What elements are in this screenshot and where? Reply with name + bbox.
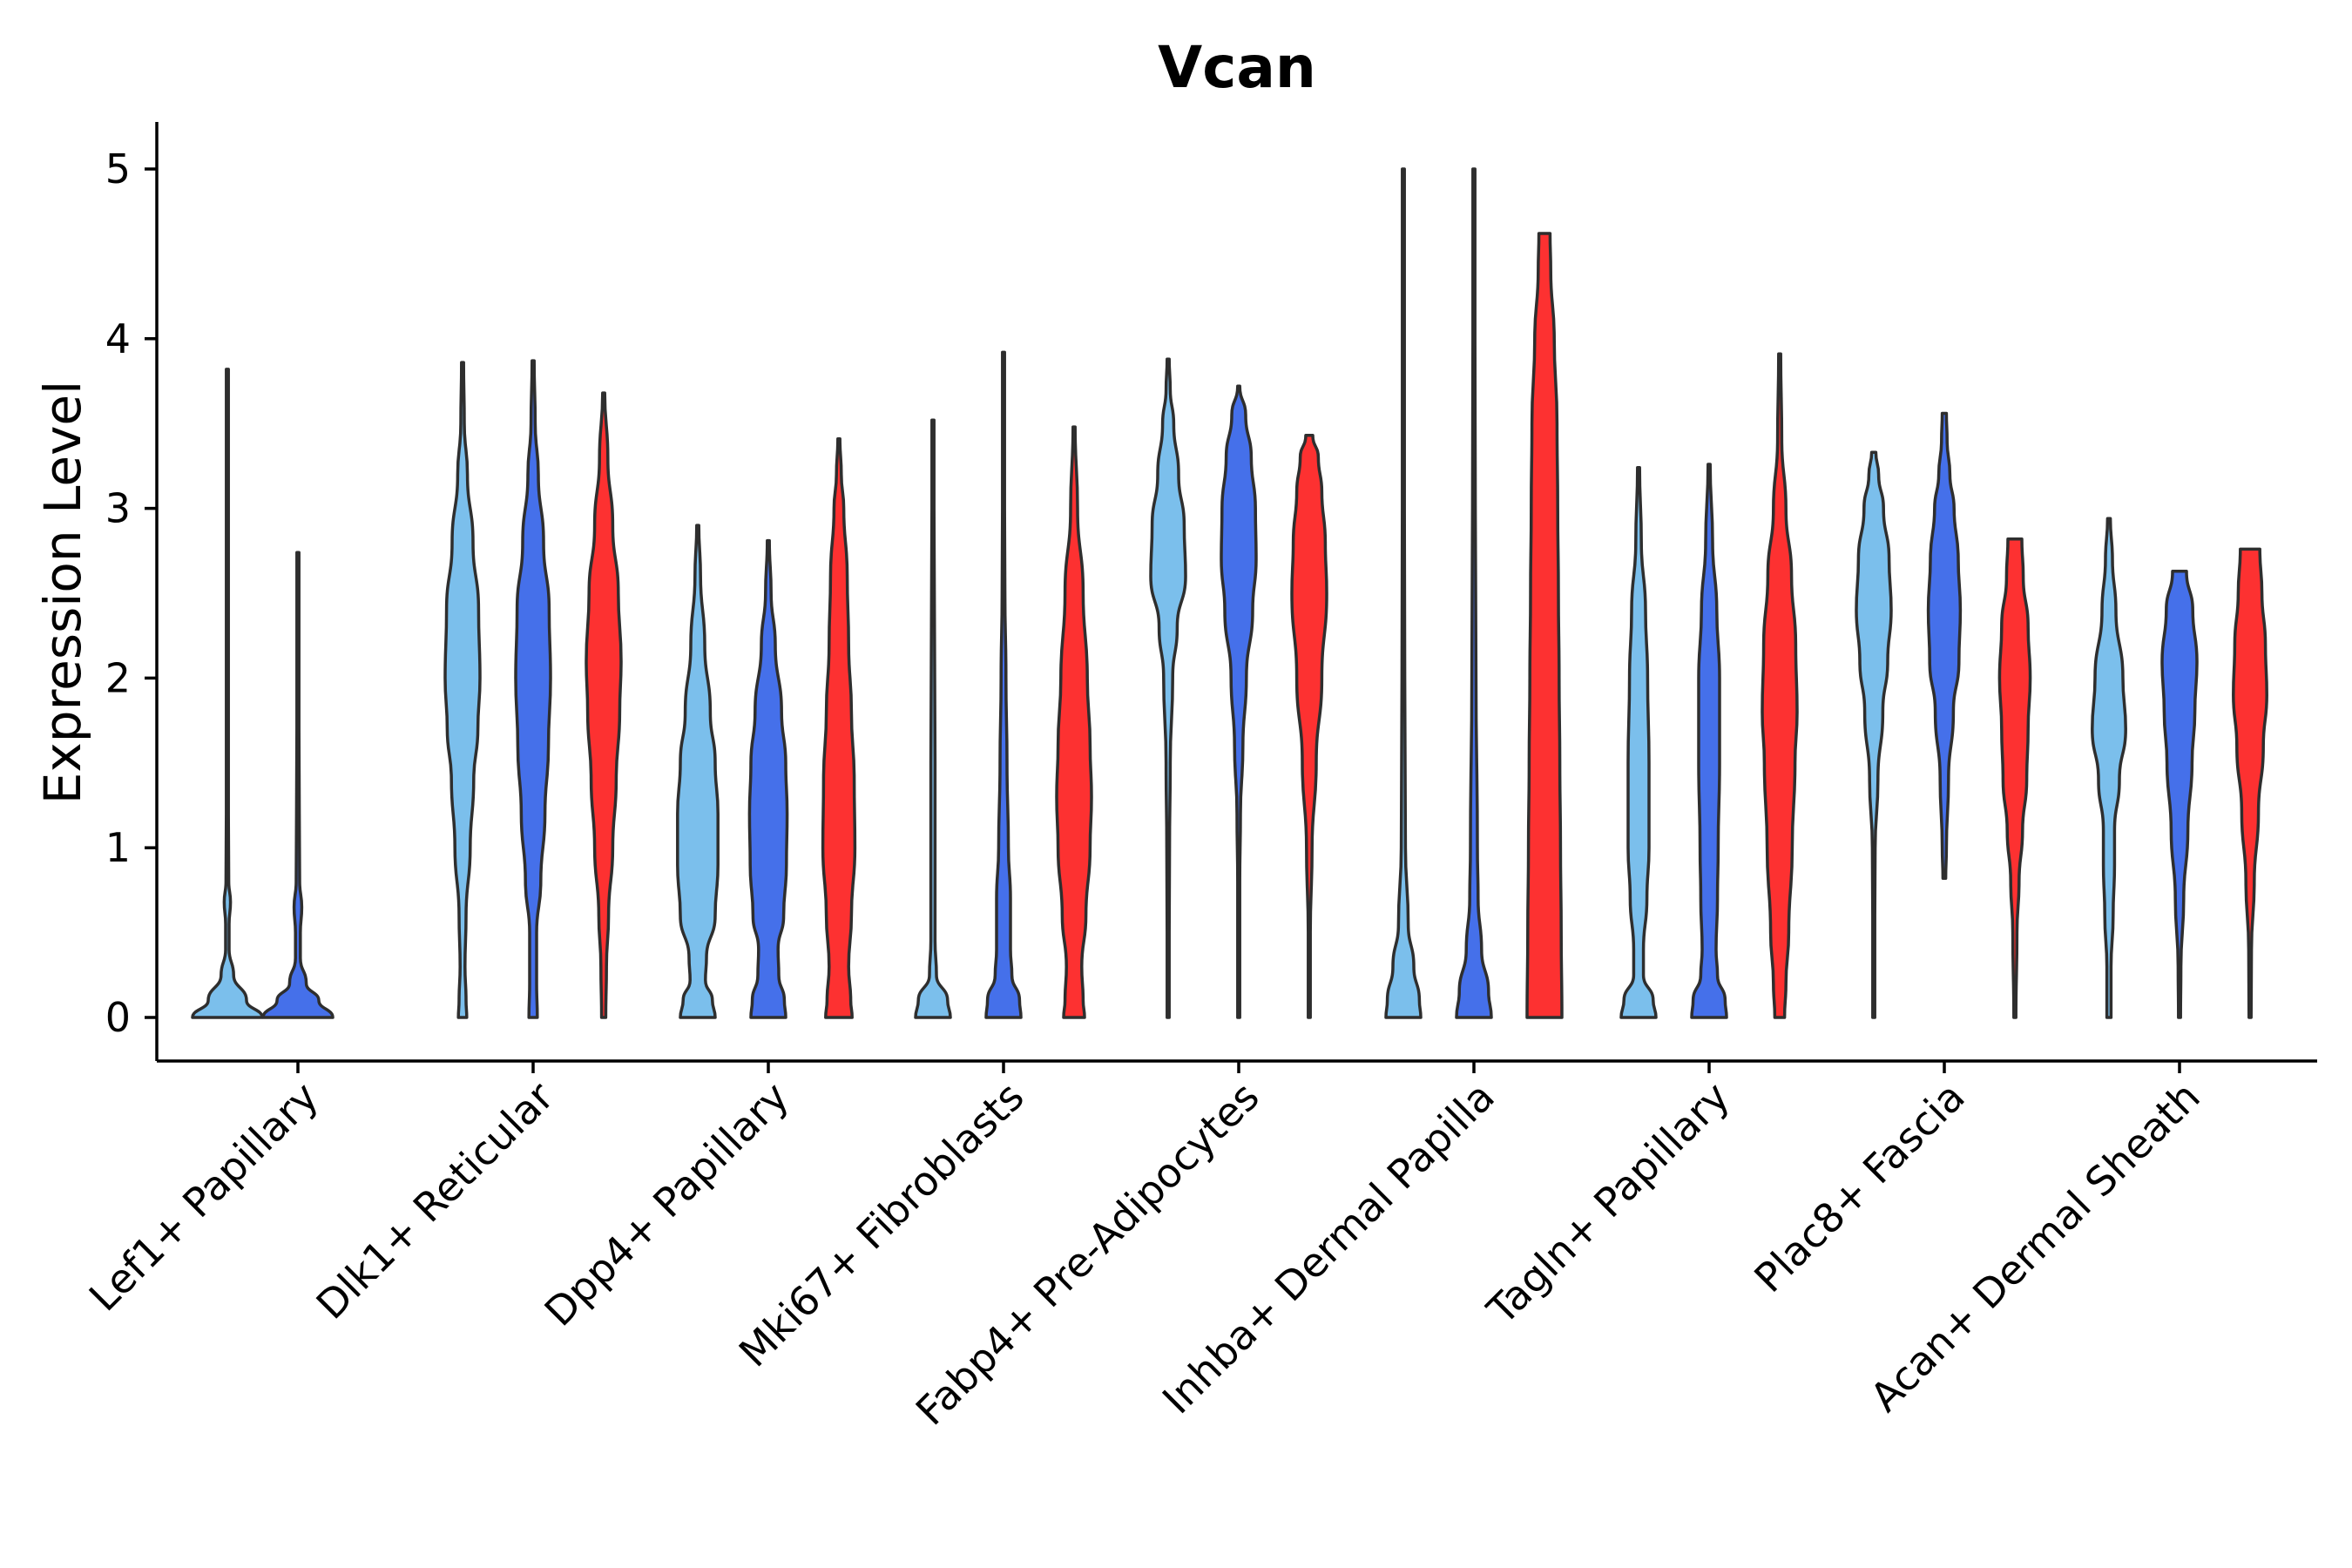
violin-7-1 [1619, 466, 1658, 1019]
violin-4-2 [984, 350, 1023, 1019]
violin-7-2 [1690, 463, 1728, 1019]
x-tick-label: Dlk1+ Reticular [308, 1073, 563, 1328]
y-tick-label: 4 [105, 315, 131, 362]
x-tick-label: Plac8+ Fascia [1745, 1073, 1973, 1301]
violin-3-1 [676, 524, 720, 1019]
violin-6-1 [1384, 167, 1423, 1019]
violin-2-1 [443, 361, 482, 1019]
chart-title: Vcan [1158, 34, 1316, 101]
violin-9-1 [2091, 517, 2127, 1019]
y-tick-label: 0 [105, 994, 131, 1041]
x-tick-label: Lef1+ Papillary [80, 1073, 328, 1321]
y-tick-label: 2 [105, 654, 131, 701]
violin-5-2 [1220, 384, 1258, 1019]
violin-8-1 [1855, 450, 1893, 1019]
y-tick-label: 5 [105, 145, 131, 193]
violin-2-3 [585, 391, 623, 1019]
violin-5-3 [1290, 434, 1328, 1019]
violin-1-1 [191, 368, 264, 1019]
plot-area [191, 167, 2268, 1019]
violin-8-3 [1997, 537, 2032, 1019]
y-axis-label: Expression Level [33, 381, 92, 804]
y-tick-label: 1 [105, 824, 131, 871]
violin-7-3 [1761, 352, 1799, 1019]
violin-3-3 [821, 436, 857, 1019]
violin-6-3 [1525, 232, 1564, 1019]
x-tick-label: Dpp4+ Papillary [536, 1073, 798, 1335]
violin-4-3 [1055, 425, 1093, 1019]
y-tick-label: 3 [105, 485, 131, 532]
violin-3-2 [747, 538, 789, 1019]
violin-4-1 [914, 418, 952, 1019]
violin-9-3 [2232, 547, 2268, 1019]
violin-6-2 [1455, 167, 1493, 1019]
violin-8-2 [1926, 411, 1963, 881]
violin-1-2 [261, 551, 335, 1019]
axes [155, 122, 2317, 1063]
y-ticks: 0 1 2 3 4 5 [105, 145, 157, 1041]
violin-2-2 [514, 359, 552, 1019]
violin-5-1 [1149, 357, 1187, 1019]
violin-9-2 [2160, 569, 2199, 1019]
x-tick-label: Tagln+ Papillary [1477, 1073, 1739, 1335]
